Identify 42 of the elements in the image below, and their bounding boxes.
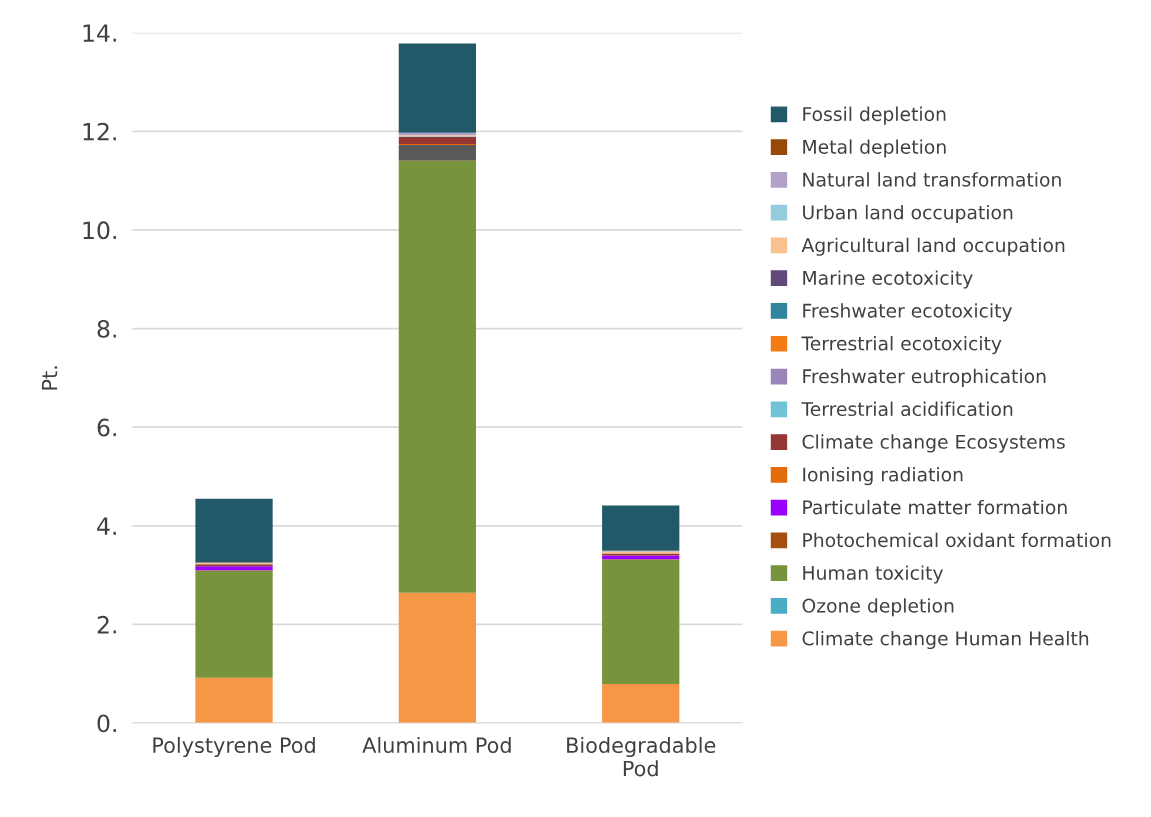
y-tick-label: 6.: [97, 418, 116, 437]
legend-label: Freshwater ecotoxicity: [803, 303, 1013, 322]
legend-label: Ozone depletion: [802, 598, 954, 617]
y-tick-label: 8.: [97, 320, 116, 338]
legend-label: Agricultural land occupation: [801, 237, 1065, 256]
bar: [195, 566, 273, 571]
y-axis-title: Pt.: [41, 366, 58, 390]
y-tick-label: 2.: [97, 615, 116, 634]
x-tick-label: Polystyrene Pod: [153, 736, 315, 758]
y-tick-label: 0.: [97, 714, 116, 733]
bar: [398, 136, 477, 145]
legend-label: Climate change Ecosystems: [802, 434, 1065, 453]
bar: [195, 498, 273, 563]
y-tick-label: 14.: [83, 24, 116, 42]
bar: [195, 570, 273, 678]
bar: [602, 559, 680, 685]
legend-label: Freshwater eutrophication: [803, 368, 1046, 387]
bar: [398, 160, 477, 593]
legend-label: Climate change Human Health: [802, 630, 1089, 650]
y-tick-label: 10.: [83, 221, 116, 240]
y-tick-label: 12.: [83, 122, 116, 141]
bar: [398, 43, 477, 133]
legend-label: Natural land transformation: [803, 172, 1061, 187]
bar: [602, 555, 680, 560]
bar: [398, 592, 477, 724]
bar: [602, 684, 680, 724]
legend-label: Fossil depletion: [803, 106, 946, 125]
legend-label: Terrestrial ecotoxicity: [801, 336, 1002, 355]
legend-label: Metal depletion: [803, 139, 946, 158]
legend-label: Particulate matter formation: [803, 499, 1067, 515]
legend-label: Photochemical oxidant formation: [803, 532, 1111, 548]
bar: [398, 145, 477, 161]
legend-label: Terrestrial acidification: [801, 401, 1013, 417]
legend-label: Ionising radiation: [803, 467, 963, 486]
x-tick-label: Biodegradable Pod: [567, 736, 716, 777]
x-tick-label: Aluminum Pod: [362, 736, 511, 754]
bar: [195, 677, 273, 724]
legend-label: Urban land occupation: [803, 204, 1013, 224]
legend-label: Marine ecotoxicity: [803, 270, 973, 289]
y-tick-label: 4.: [97, 517, 116, 535]
legend-label: Human toxicity: [803, 565, 943, 584]
bar: [602, 505, 680, 551]
